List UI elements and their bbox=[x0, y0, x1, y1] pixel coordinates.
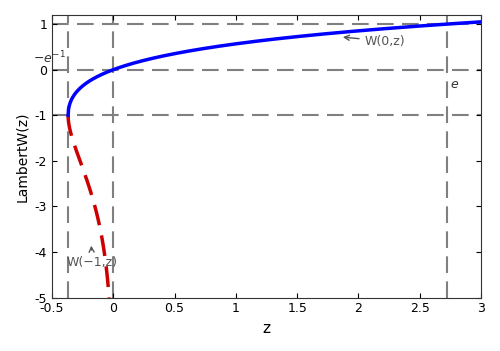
Text: $e$: $e$ bbox=[450, 78, 460, 91]
Text: W(−1,z): W(−1,z) bbox=[66, 247, 118, 269]
Text: W(0,z): W(0,z) bbox=[344, 35, 405, 48]
Y-axis label: LambertW(z): LambertW(z) bbox=[15, 111, 29, 201]
Text: $-e^{-1}$: $-e^{-1}$ bbox=[33, 49, 66, 66]
X-axis label: z: z bbox=[262, 321, 270, 336]
